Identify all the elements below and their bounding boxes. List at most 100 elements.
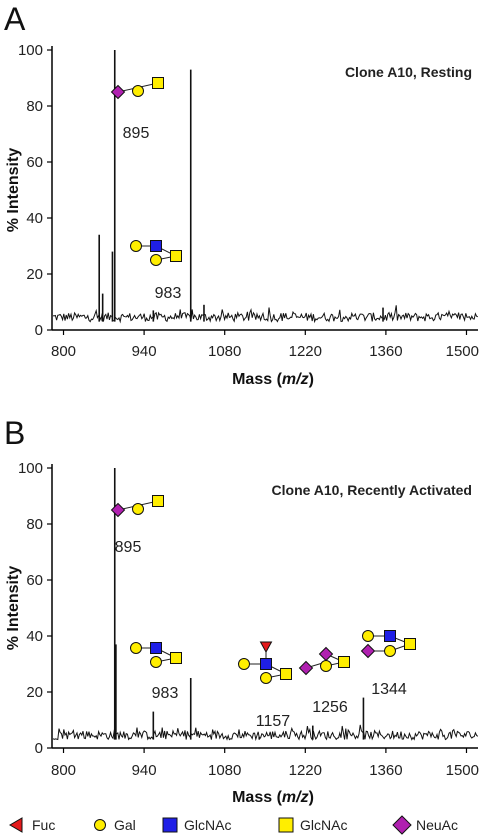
legend-item: NeuAc [392,815,458,835]
legend-item: GlcNAc [278,817,347,833]
glcnac-yellow-square-icon [170,652,182,664]
x-axis-label-text: Mass ( [232,789,282,806]
gal-circle-icon [132,85,144,97]
glcnac-yellow-square-icon [404,638,416,650]
x-tick-label: 800 [51,343,76,360]
glcnac-blue-square-icon [384,630,396,642]
y-axis-label: % Intensity [5,566,22,651]
gal-circle-icon [130,240,142,252]
glcnac-blue-square-icon [260,658,272,670]
y-tick-label: 40 [26,628,43,645]
glcnac-blue-square-icon [162,817,178,833]
chart-title: Clone A10, Resting [345,64,472,80]
legend-label: NeuAc [416,817,458,833]
y-tick-label: 40 [26,210,43,227]
spectrum-baseline [52,724,479,742]
x-tick-label: 1220 [289,343,322,360]
gal-circle-icon [260,672,272,684]
glycan-structure-neuac2-gal-glcnac [298,646,350,676]
glcnac-yellow-square-icon [338,656,350,668]
x-tick-label: 940 [132,762,157,779]
peak-mass-label: 1157 [256,713,291,730]
glycan-structure-fuc-gal2-glcnac-glcnac [238,641,292,684]
x-tick-label: 1360 [369,762,402,779]
x-axis-label-unit: m/z [282,371,309,388]
gal-circle-icon [384,645,396,657]
x-tick-label: 800 [51,762,76,779]
glycan-structure-neuac-gal-glcnac [110,495,164,518]
fuc-triangle-icon [9,817,23,833]
legend-label: GlcNAc [300,817,347,833]
x-tick-label: 1500 [446,343,479,360]
x-tick-label: 1360 [369,343,402,360]
gal-circle-icon [132,503,144,515]
x-axis-label-close: ) [309,371,314,388]
neuac-diamond-icon [110,84,126,100]
gal-circle-icon [238,658,250,670]
peak-mass-label: 895 [123,125,150,142]
glcnac-yellow-square-icon [278,817,294,833]
x-axis-label-unit: m/z [282,789,309,806]
spectrum-panel-a: A Clone A10, Resting 0 20 40 60 80 100 800 940 108… [4,1,479,388]
legend-label: GlcNAc [184,817,231,833]
x-tick-label: 1220 [289,762,322,779]
x-tick-label: 940 [132,343,157,360]
x-axis-label-close: ) [309,789,314,806]
peak-mass-label: 983 [155,285,182,302]
x-axis-label-text: Mass ( [232,371,282,388]
y-tick-label: 60 [26,572,43,589]
peak-mass-label: 1256 [312,699,348,716]
y-tick-label: 20 [26,684,43,701]
neuac-diamond-icon [110,502,126,518]
peak-mass-label: 895 [115,539,142,556]
neuac-diamond-icon [298,660,314,676]
gal-circle-icon [94,819,106,831]
neuac-diamond-icon [360,643,376,659]
y-axis-label: % Intensity [5,148,22,233]
glcnac-yellow-square-icon [170,250,182,262]
spectrum-panel-b: B Clone A10, Recently Activated 0 20 40 60 80 1… [4,415,479,806]
glycan-structure-gal2-glcnac-glcnac [130,642,182,668]
gal-circle-icon [362,630,374,642]
y-tick-label: 80 [26,516,43,533]
x-axis-label: Mass (m/z) [232,371,314,388]
fuc-triangle-icon [259,641,273,654]
symbol-legend: Fuc Gal GlcNAc GlcNAc NeuAc [9,815,458,835]
y-tick-label: 20 [26,266,43,283]
gal-circle-icon [130,642,142,654]
neuac-diamond-icon [392,815,412,835]
glcnac-yellow-square-icon [152,495,164,507]
neuac-diamond-icon [318,646,334,662]
peak-mass-label: 1344 [371,681,407,698]
legend-item: Fuc [9,817,55,833]
glcnac-blue-square-icon [150,642,162,654]
panel-letter: B [4,415,25,451]
chart-title: Clone A10, Recently Activated [272,482,472,498]
gal-circle-icon [150,254,162,266]
legend-label: Fuc [32,817,55,833]
y-tick-label: 100 [18,42,43,59]
x-axis-label: Mass (m/z) [232,789,314,806]
legend-label: Gal [114,817,136,833]
peak-mass-label: 983 [152,685,179,702]
spectrum-baseline [52,305,479,324]
x-tick-label: 1080 [208,762,241,779]
panel-letter: A [4,1,26,37]
x-tick-label: 1080 [208,343,241,360]
gal-circle-icon [150,656,162,668]
glycan-structure-gal2-glcnac-glcnac [130,240,182,266]
legend-item: Gal [94,817,136,833]
y-tick-label: 0 [35,740,43,757]
x-tick-label: 1500 [446,762,479,779]
glcnac-yellow-square-icon [152,77,164,89]
glcnac-blue-square-icon [150,240,162,252]
y-tick-label: 80 [26,98,43,115]
legend-item: GlcNAc [162,817,231,833]
glycan-structure-neuac-gal2-glcnac-glcnac [360,630,416,659]
glcnac-yellow-square-icon [280,668,292,680]
y-tick-label: 60 [26,154,43,171]
y-tick-label: 100 [18,460,43,477]
glycan-structure-neuac-gal-glcnac [110,77,164,100]
gal-circle-icon [320,660,332,672]
